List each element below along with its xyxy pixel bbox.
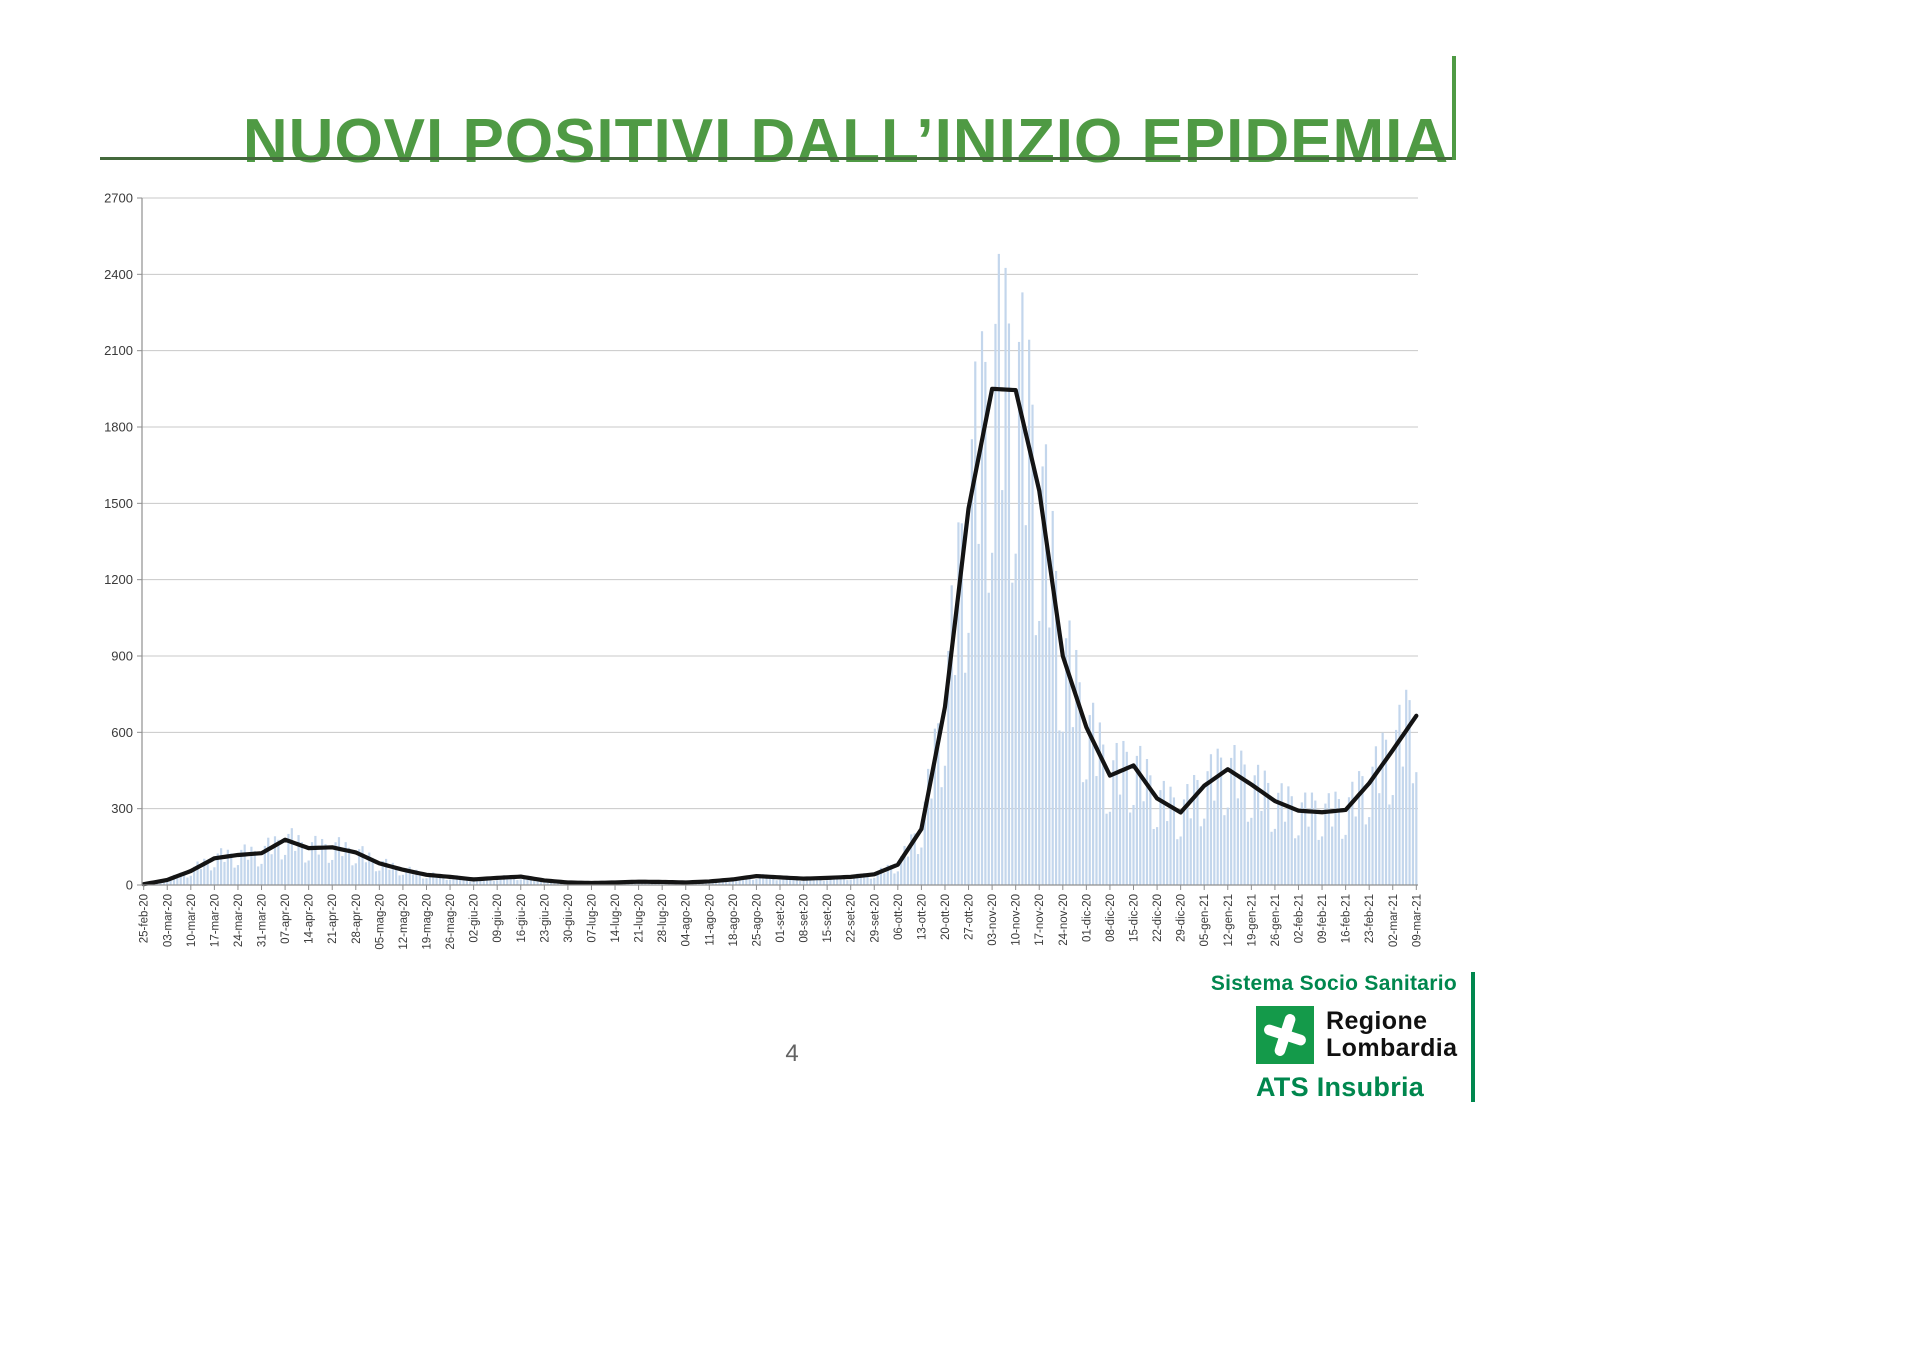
regione-lombardia-logo [1256, 1006, 1314, 1064]
gridlines [137, 197, 1418, 886]
ats-insubria-label: ATS Insubria [1256, 1072, 1425, 1102]
svg-text:15-set-20: 15-set-20 [822, 894, 834, 943]
svg-text:09-feb-21: 09-feb-21 [1317, 894, 1329, 943]
svg-text:17-mar-20: 17-mar-20 [209, 894, 221, 947]
bar-series [142, 253, 1418, 886]
sistema-socio-sanitario-label: Sistema Socio Sanitario [1210, 972, 1457, 995]
svg-text:28-lug-20: 28-lug-20 [657, 894, 669, 943]
svg-text:14-apr-20: 14-apr-20 [304, 894, 316, 944]
svg-text:08-dic-20: 08-dic-20 [1105, 894, 1117, 942]
footer-green-rule [1471, 972, 1475, 1102]
svg-text:600: 600 [111, 725, 133, 740]
svg-text:25-feb-20: 25-feb-20 [139, 894, 151, 943]
svg-text:29-dic-20: 29-dic-20 [1176, 894, 1188, 942]
svg-text:07-apr-20: 07-apr-20 [280, 894, 292, 944]
svg-text:02-giu-20: 02-giu-20 [469, 894, 481, 943]
svg-text:12-mag-20: 12-mag-20 [398, 894, 410, 950]
title-accent-bar [1452, 56, 1456, 160]
svg-text:15-dic-20: 15-dic-20 [1129, 894, 1141, 942]
regione-lombardia-label: Regione Lombardia [1326, 1008, 1457, 1062]
svg-text:23-giu-20: 23-giu-20 [539, 894, 551, 943]
svg-text:300: 300 [111, 801, 133, 816]
svg-text:0: 0 [126, 878, 133, 893]
svg-text:10-mar-20: 10-mar-20 [186, 894, 198, 947]
svg-text:18-ago-20: 18-ago-20 [728, 894, 740, 946]
svg-text:30-giu-20: 30-giu-20 [563, 894, 575, 943]
svg-text:05-mag-20: 05-mag-20 [374, 894, 386, 950]
svg-text:04-ago-20: 04-ago-20 [681, 894, 693, 946]
svg-text:24-nov-20: 24-nov-20 [1058, 894, 1070, 946]
svg-text:1200: 1200 [104, 572, 133, 587]
rosa-camuna-icon [1264, 1014, 1306, 1056]
svg-text:1500: 1500 [104, 496, 133, 511]
regione-line1: Regione [1326, 1007, 1428, 1035]
svg-text:22-set-20: 22-set-20 [846, 894, 858, 943]
svg-text:16-feb-21: 16-feb-21 [1341, 894, 1353, 943]
page-number: 4 [785, 1040, 799, 1067]
svg-text:23-feb-21: 23-feb-21 [1364, 894, 1376, 943]
svg-text:16-giu-20: 16-giu-20 [516, 894, 528, 943]
svg-text:01-set-20: 01-set-20 [775, 894, 787, 943]
svg-text:26-mag-20: 26-mag-20 [445, 894, 457, 950]
svg-text:22-dic-20: 22-dic-20 [1152, 894, 1164, 942]
svg-text:2100: 2100 [104, 343, 133, 358]
svg-text:06-ott-20: 06-ott-20 [893, 894, 905, 940]
svg-text:03-nov-20: 03-nov-20 [987, 894, 999, 946]
axes [141, 198, 1418, 886]
svg-text:26-gen-21: 26-gen-21 [1270, 894, 1282, 946]
trend-line [141, 386, 1419, 887]
svg-text:09-mar-21: 09-mar-21 [1411, 894, 1423, 947]
svg-text:01-dic-20: 01-dic-20 [1081, 894, 1093, 942]
regione-line2: Lombardia [1326, 1034, 1458, 1062]
y-axis-labels: 0 300 600 900 1200 1500 1800 2100 2400 2700 [104, 191, 133, 893]
svg-text:900: 900 [111, 649, 133, 664]
svg-text:12-gen-21: 12-gen-21 [1223, 894, 1235, 946]
svg-text:21-lug-20: 21-lug-20 [634, 894, 646, 943]
svg-text:07-lug-20: 07-lug-20 [586, 894, 598, 943]
svg-text:02-mar-21: 02-mar-21 [1388, 894, 1400, 947]
svg-text:03-mar-20: 03-mar-20 [162, 894, 174, 947]
svg-text:11-ago-20: 11-ago-20 [704, 894, 716, 946]
svg-text:02-feb-21: 02-feb-21 [1293, 894, 1305, 943]
title-underline [100, 157, 1456, 160]
svg-text:31-mar-20: 31-mar-20 [257, 894, 269, 947]
svg-text:20-ott-20: 20-ott-20 [940, 894, 952, 940]
svg-text:09-giu-20: 09-giu-20 [492, 894, 504, 943]
svg-text:08-set-20: 08-set-20 [799, 894, 811, 943]
svg-text:21-apr-20: 21-apr-20 [327, 894, 339, 944]
x-axis-labels: 25-feb-20 03-mar-20 10-mar-20 17-mar-20 24-m… [139, 885, 1423, 950]
svg-text:17-nov-20: 17-nov-20 [1034, 894, 1046, 946]
svg-text:05-gen-21: 05-gen-21 [1199, 894, 1211, 946]
svg-text:19-gen-21: 19-gen-21 [1246, 894, 1258, 946]
svg-text:2400: 2400 [104, 267, 133, 282]
svg-text:25-ago-20: 25-ago-20 [751, 894, 763, 946]
svg-text:19-mag-20: 19-mag-20 [421, 894, 433, 950]
svg-text:1800: 1800 [104, 420, 133, 435]
svg-text:14-lug-20: 14-lug-20 [610, 894, 622, 943]
svg-text:13-ott-20: 13-ott-20 [916, 894, 928, 940]
chart-svg: 0 300 600 900 1200 1500 1800 2100 2400 2700 25-feb… [104, 191, 1423, 950]
svg-text:24-mar-20: 24-mar-20 [233, 894, 245, 947]
page-title: NUOVI POSITIVI DALL’INIZIO EPIDEMIA [242, 106, 1450, 176]
svg-text:29-set-20: 29-set-20 [869, 894, 881, 943]
svg-text:10-nov-20: 10-nov-20 [1011, 894, 1023, 946]
svg-text:2700: 2700 [104, 191, 133, 206]
new-positives-chart: 0 300 600 900 1200 1500 1800 2100 2400 2700 25-feb… [0, 185, 1920, 985]
svg-text:27-ott-20: 27-ott-20 [964, 894, 976, 940]
svg-text:28-apr-20: 28-apr-20 [351, 894, 363, 944]
